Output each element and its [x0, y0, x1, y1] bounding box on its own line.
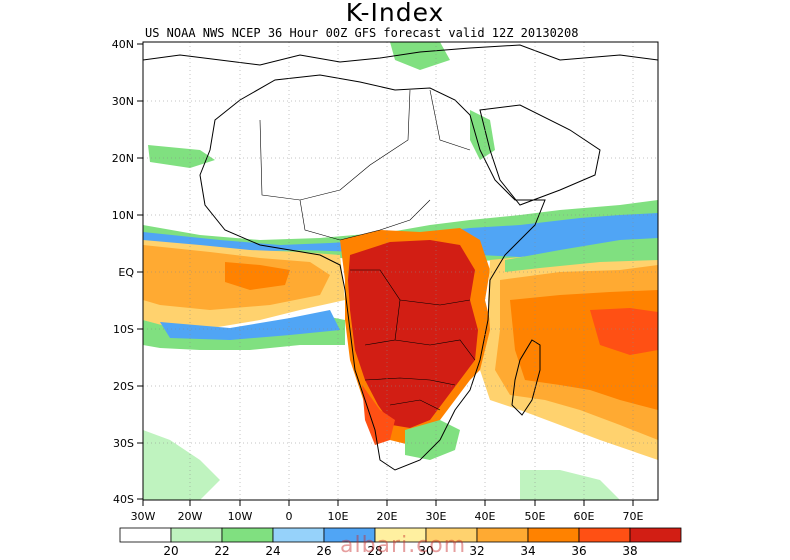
- colorbar: 20 22 24 26 28 30 32 34 36 38: [119, 527, 682, 558]
- lon-label: 30W: [131, 510, 156, 523]
- europe-coastline: [143, 44, 658, 66]
- watermark: albari.com: [340, 533, 467, 558]
- colorbar-swatch: [119, 527, 172, 543]
- colorbar-label: 20: [163, 544, 178, 558]
- lon-label: 10E: [328, 510, 349, 523]
- field-atlantic-dark: [225, 262, 290, 290]
- field-central-red: [348, 240, 478, 428]
- colorbar-label: 36: [571, 544, 586, 558]
- field-med-green: [390, 42, 450, 70]
- field-south-africa-green: [405, 420, 460, 460]
- colorbar-label: 34: [520, 544, 535, 558]
- lon-label: 20E: [377, 510, 398, 523]
- latitude-labels: 40N 30N 20N 10N EQ 10S 20S 30S 40S: [112, 38, 135, 506]
- madagascar-coastline: [511, 339, 541, 416]
- field-south-green: [143, 430, 220, 500]
- colorbar-swatch: [629, 527, 682, 543]
- field-sahara-green: [148, 145, 215, 168]
- colorbar-label: 30: [418, 544, 433, 558]
- tick-marks: [137, 43, 634, 506]
- coastlines: [143, 44, 658, 471]
- lon-label: 60E: [574, 510, 595, 523]
- lon-label: 70E: [623, 510, 644, 523]
- arabia-coastline: [479, 104, 601, 206]
- field-south-atlantic-blue: [160, 310, 340, 340]
- field-indian-redorange: [590, 308, 658, 355]
- field-indian-green-rim: [505, 238, 658, 272]
- colorbar-label: 26: [316, 544, 331, 558]
- colorbar-swatch: [170, 527, 223, 543]
- field-redsea-green: [470, 110, 495, 160]
- lat-label: 40S: [113, 493, 134, 506]
- lat-label: 40N: [112, 38, 134, 51]
- lat-label: 20N: [112, 152, 134, 165]
- grid-lines: [143, 42, 658, 500]
- lat-label: 30S: [113, 437, 134, 450]
- colorbar-swatch: [221, 527, 274, 543]
- colorbar-swatch: [476, 527, 529, 543]
- lon-label: 20W: [178, 510, 203, 523]
- map-title: K-Index: [345, 0, 445, 27]
- colorbar-label: 32: [469, 544, 484, 558]
- colorbar-swatch: [272, 527, 325, 543]
- lon-label: 30E: [426, 510, 447, 523]
- colorbar-swatch: [527, 527, 580, 543]
- field-layer: [143, 42, 658, 500]
- map-frame: [142, 41, 659, 501]
- map-subtitle: US NOAA NWS NCEP 36 Hour 00Z GFS forecas…: [145, 26, 579, 40]
- lat-label: 20S: [113, 380, 134, 393]
- lon-label: 50E: [525, 510, 546, 523]
- lat-label: EQ: [118, 266, 134, 279]
- colorbar-swatch: [578, 527, 631, 543]
- field-south-green-2: [520, 470, 620, 500]
- colorbar-label: 28: [367, 544, 382, 558]
- lat-label: 10N: [112, 209, 134, 222]
- colorbar-label: 24: [265, 544, 280, 558]
- lon-label: 0: [286, 510, 293, 523]
- colorbar-label: 22: [214, 544, 229, 558]
- longitude-labels: 30W 20W 10W 0 10E 20E 30E 40E 50E 60E 70…: [131, 510, 644, 523]
- africa-coastline: [199, 74, 546, 471]
- country-borders: [259, 89, 476, 411]
- lat-label: 10S: [113, 323, 134, 336]
- lon-label: 10W: [228, 510, 253, 523]
- lat-label: 30N: [112, 95, 134, 108]
- lon-label: 40E: [475, 510, 496, 523]
- colorbar-label: 38: [622, 544, 637, 558]
